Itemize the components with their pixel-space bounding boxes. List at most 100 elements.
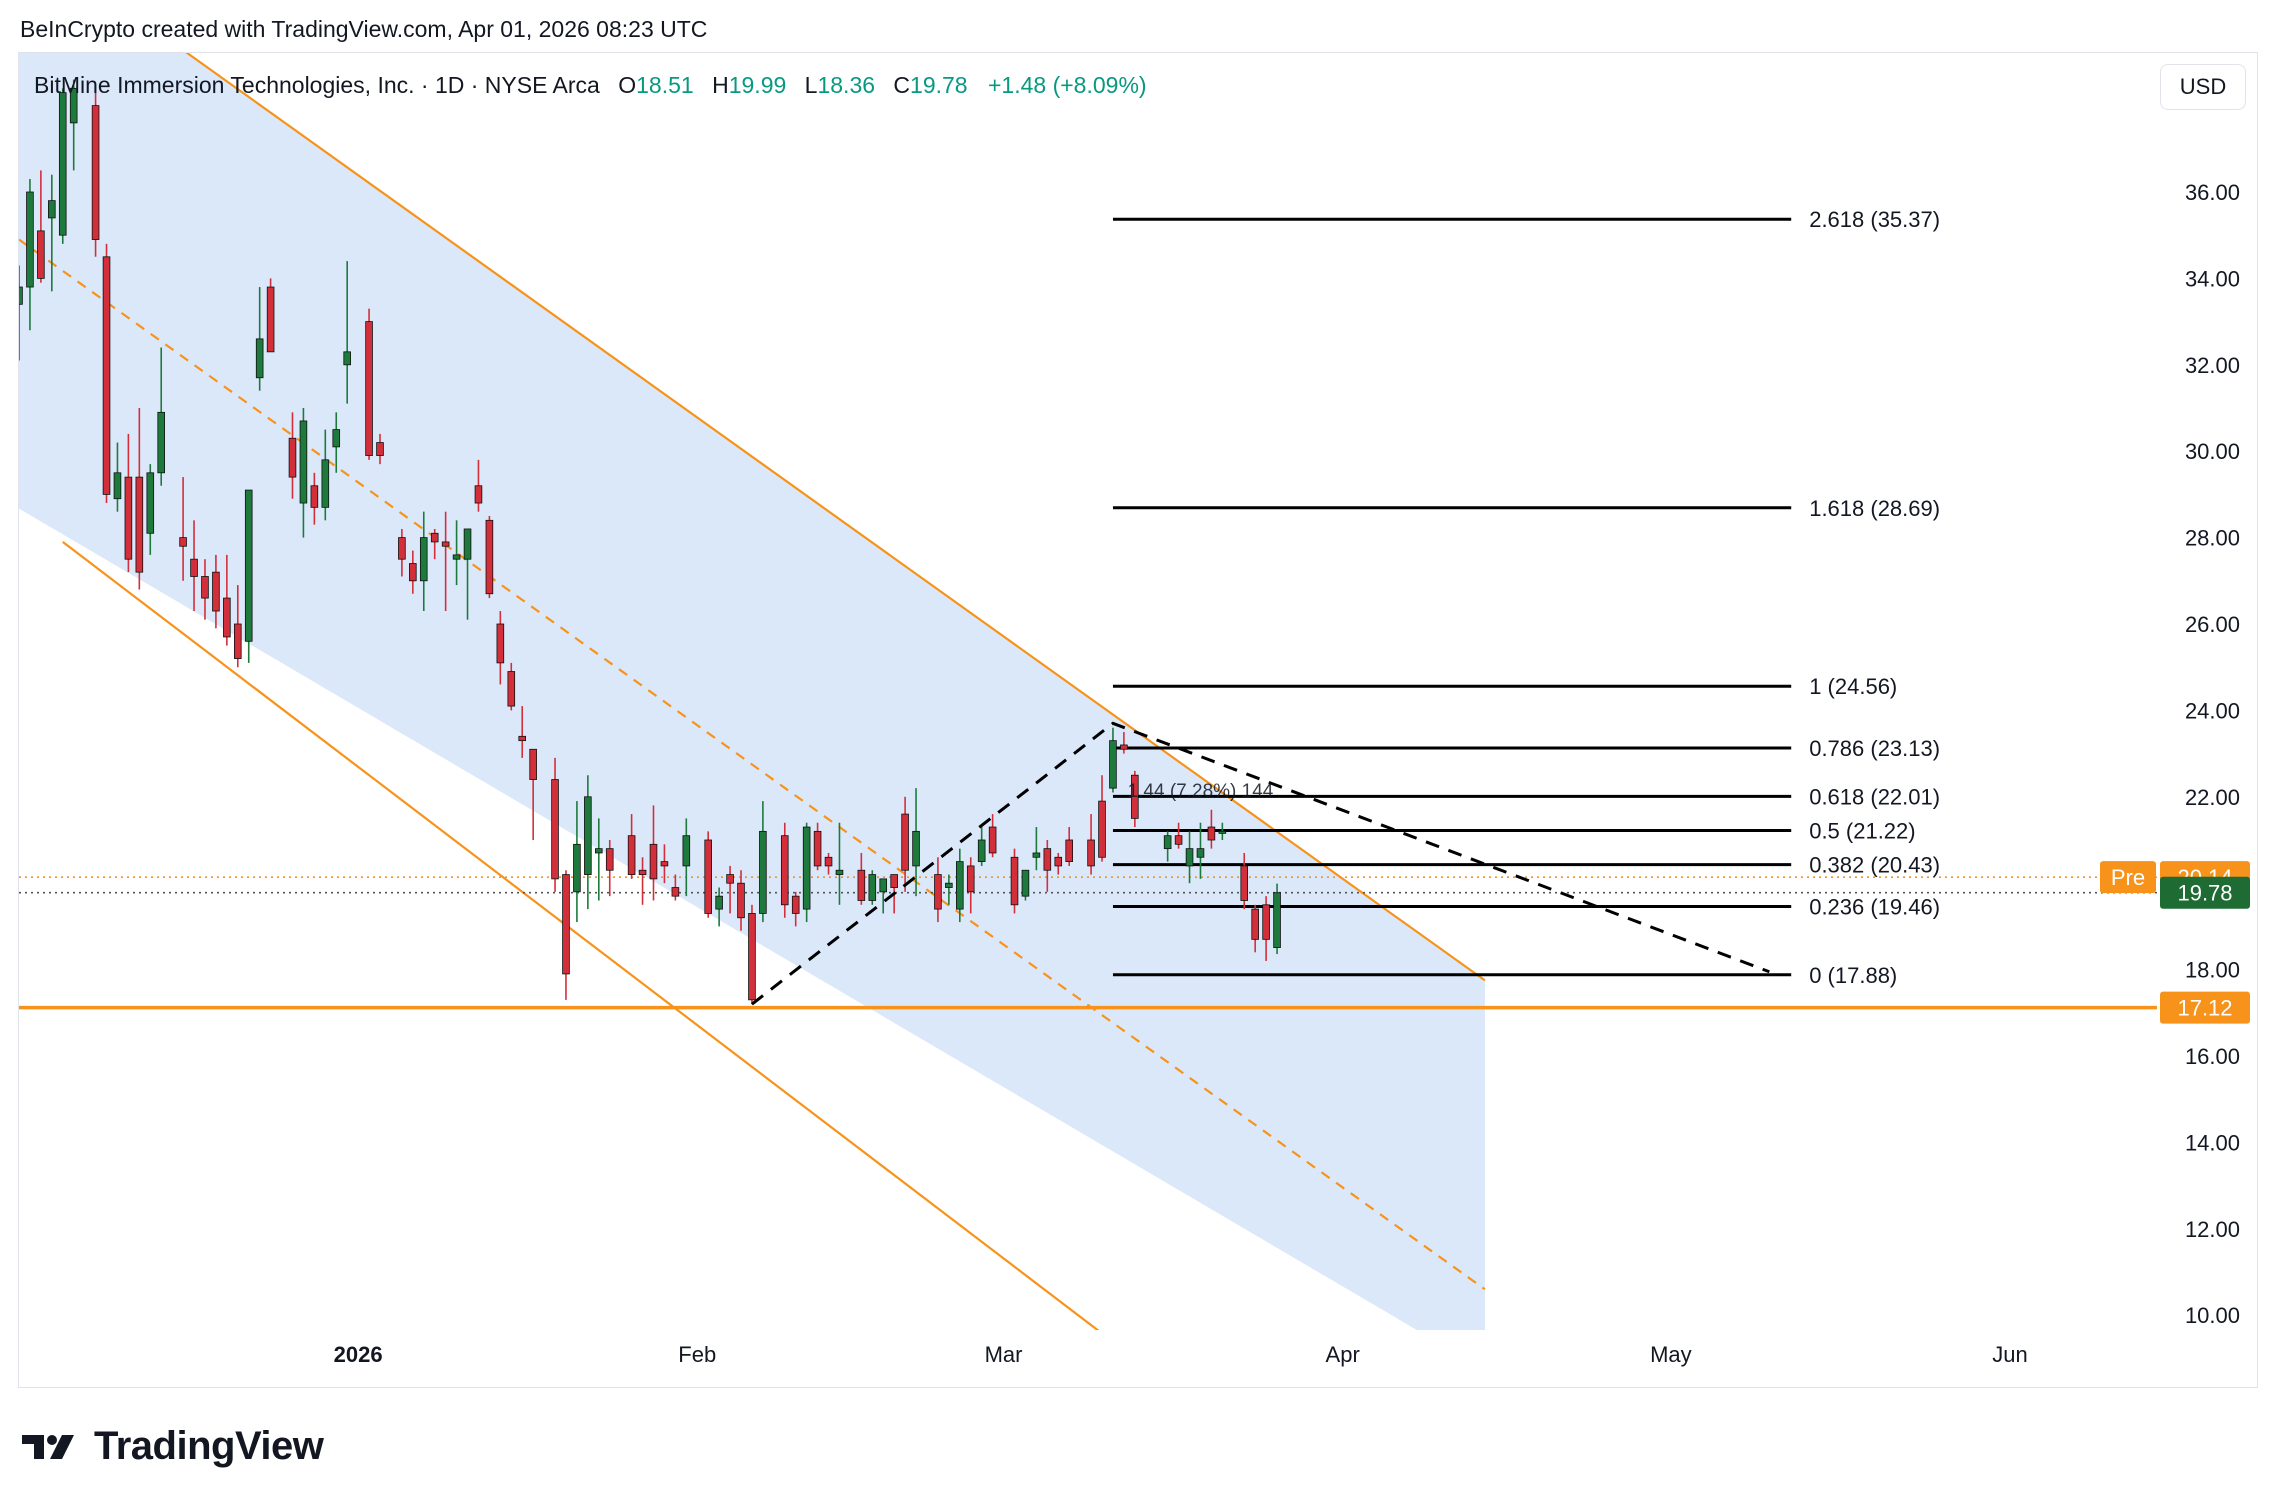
y-tick-label: 24.00: [2185, 698, 2240, 723]
candle-body: [1043, 848, 1052, 871]
tradingview-brand[interactable]: TradingView: [22, 1424, 324, 1469]
pre-tag: Pre: [2100, 861, 2156, 894]
candle-body: [1207, 826, 1216, 841]
open-label: O: [618, 72, 637, 98]
candles: [19, 79, 1281, 1005]
candle-body: [26, 191, 34, 288]
candle-body: [343, 351, 351, 366]
candle-body: [584, 796, 592, 875]
candle-body: [857, 869, 866, 901]
candle-body: [912, 830, 920, 867]
last-price-badge: 19.78: [2160, 876, 2250, 909]
candle-body: [223, 597, 231, 638]
candle-body: [551, 779, 559, 880]
candle-body: [58, 92, 67, 236]
candle-body: [879, 878, 888, 893]
candle-body: [1109, 740, 1117, 789]
y-tick-label: 22.00: [2185, 785, 2240, 810]
candle-body: [868, 874, 877, 901]
currency-button[interactable]: USD: [2160, 64, 2246, 110]
support-price-badge: 17.12: [2160, 991, 2250, 1024]
candle-body: [321, 459, 330, 508]
candle-body: [398, 537, 406, 560]
fib-label-0: 0 (17.88): [1809, 963, 1897, 988]
candle-body: [496, 623, 505, 664]
candle-body: [529, 748, 537, 780]
candle-body: [102, 256, 111, 495]
candle-body: [1251, 908, 1259, 940]
candle-body: [956, 861, 964, 910]
close-value: 19.78: [910, 72, 968, 98]
candle-body: [780, 835, 789, 906]
y-tick-label: 32.00: [2185, 353, 2240, 378]
y-tick-label: 12.00: [2185, 1217, 2240, 1242]
y-tick-label: 18.00: [2185, 958, 2240, 983]
fib-label-0.5: 0.5 (21.22): [1809, 818, 1915, 843]
candle-body: [1098, 800, 1106, 858]
fib-label-0.618: 0.618 (22.01): [1809, 784, 1940, 809]
candle-body: [474, 485, 483, 504]
fib-label-1.618: 1.618 (28.69): [1809, 496, 1940, 521]
candle-body: [124, 476, 133, 560]
candle-body: [901, 813, 909, 871]
close-label: C: [893, 72, 911, 98]
candle-body: [507, 671, 516, 707]
candle-body: [310, 485, 319, 508]
candle-body: [1021, 869, 1030, 897]
candle-body: [376, 442, 384, 456]
x-tick-label: May: [1650, 1342, 1692, 1367]
channel-middle-line: [19, 238, 1486, 1291]
candle-body: [485, 519, 494, 595]
symbol-title[interactable]: BitMine Immersion Technologies, Inc. · 1…: [34, 72, 600, 98]
candle-body: [1131, 774, 1139, 819]
candle-body: [452, 554, 461, 560]
candle-body: [715, 895, 723, 910]
plot-area: 1.44 (7.28%) 144: [19, 53, 2157, 1330]
candle-body: [1087, 839, 1095, 867]
low-value: 18.36: [817, 72, 876, 98]
y-tick-label: 26.00: [2185, 612, 2240, 637]
y-tick-label: 28.00: [2185, 526, 2240, 551]
last-price-badge-bg: [2160, 876, 2250, 909]
candle-body: [835, 869, 844, 875]
candle-body: [1196, 848, 1205, 858]
fib-label-0.786: 0.786 (23.13): [1809, 736, 1940, 761]
support-price-badge-bg: [2160, 991, 2250, 1024]
candle-body: [671, 887, 680, 897]
chart-credit: BeInCrypto created with TradingView.com,…: [20, 16, 708, 42]
candle-body: [1010, 856, 1019, 906]
y-tick-label: 14.00: [2185, 1130, 2240, 1155]
candle-body: [19, 286, 23, 305]
candle-body: [595, 848, 603, 854]
candle-body: [1273, 892, 1281, 948]
high-value: 19.99: [728, 72, 787, 98]
candle-body: [212, 571, 220, 612]
pre-tag-bg: [2100, 861, 2156, 894]
candle-body: [48, 200, 56, 219]
candle-body: [638, 869, 647, 875]
candle-body: [966, 865, 975, 893]
candle-body: [113, 472, 122, 500]
candle-body: [255, 338, 264, 379]
candle-body: [299, 420, 308, 504]
channel-lower-line: [62, 541, 1100, 1330]
chart-pane[interactable]: [18, 52, 2258, 1388]
candle-body: [91, 105, 100, 240]
candle-body: [69, 87, 78, 124]
x-tick-label: Feb: [678, 1342, 716, 1367]
candle-body: [737, 882, 745, 919]
low-label: L: [804, 72, 818, 98]
candle-body: [1054, 856, 1063, 867]
measure-annotation: 1.44 (7.28%) 144: [1128, 781, 1274, 802]
channel-upper-line: [185, 53, 1486, 982]
candle-body: [1065, 839, 1073, 863]
candle-body: [802, 826, 811, 910]
candle-body: [977, 839, 986, 863]
candle-body: [288, 437, 297, 478]
candle-body: [1185, 848, 1194, 867]
y-tick-label: 30.00: [2185, 439, 2240, 464]
brand-name: TradingView: [94, 1424, 324, 1468]
candle-body: [1120, 744, 1128, 750]
candle-body: [244, 489, 253, 642]
